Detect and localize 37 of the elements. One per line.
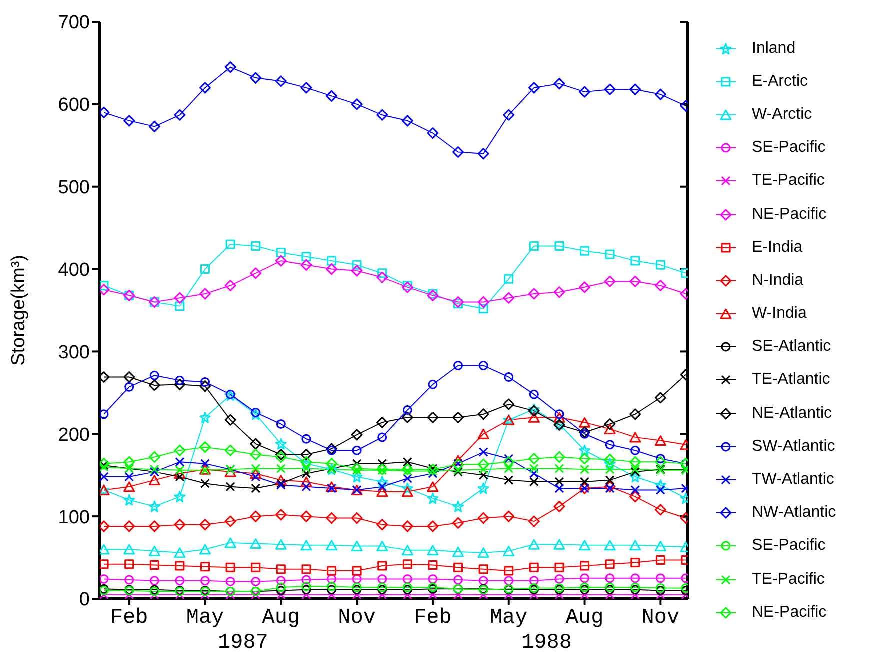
legend-label: E-Arctic: [752, 72, 808, 91]
legend-label: Inland: [752, 40, 796, 58]
y-tick-label: 100: [58, 507, 90, 528]
legend-label: NW-Atlantic: [752, 504, 836, 522]
legend-label: W-Arctic: [752, 106, 812, 124]
legend-label: NE-Atlantic: [752, 404, 832, 423]
legend-label: SE-Pacific: [752, 139, 826, 158]
x-tick-label: Nov: [642, 607, 680, 630]
x-tick-label: Feb: [414, 607, 452, 630]
y-tick-label: 400: [58, 260, 90, 282]
y-tick-label: 300: [58, 342, 90, 364]
y-tick-label: 200: [58, 424, 90, 446]
text: 1988: [522, 632, 572, 655]
legend-label: SE-Atlantic: [752, 338, 832, 356]
y-tick-label: 0: [79, 590, 90, 611]
legend-label: NE-Pacific: [752, 604, 827, 622]
y-tick-label: 500: [58, 178, 90, 199]
y-axis-title: Storage(km³): [8, 255, 30, 366]
legend-label: NE-Pacific: [752, 206, 827, 224]
x-tick-label: Feb: [110, 607, 148, 630]
legend-label: TE-Pacific: [752, 570, 825, 589]
legend-label: W-India: [752, 305, 807, 324]
x-tick-label: May: [186, 607, 224, 630]
x-tick-label: Nov: [338, 607, 376, 630]
legend-label: TE-Pacific: [752, 172, 825, 190]
x-tick-label: May: [490, 607, 528, 630]
legend-label: N-India: [752, 272, 804, 290]
legend-label: TE-Atlantic: [752, 371, 830, 390]
y-tick-label: 600: [58, 95, 90, 116]
x-tick-label: Aug: [566, 607, 604, 630]
y-tick-label: 700: [58, 12, 90, 34]
text: 1987: [218, 632, 268, 655]
legend-label: E-India: [752, 238, 803, 257]
x-tick-label: Aug: [262, 607, 300, 630]
legend-label: SW-Atlantic: [752, 438, 836, 456]
legend-label: SE-Pacific: [752, 537, 826, 556]
legend-label: TW-Atlantic: [752, 471, 834, 490]
